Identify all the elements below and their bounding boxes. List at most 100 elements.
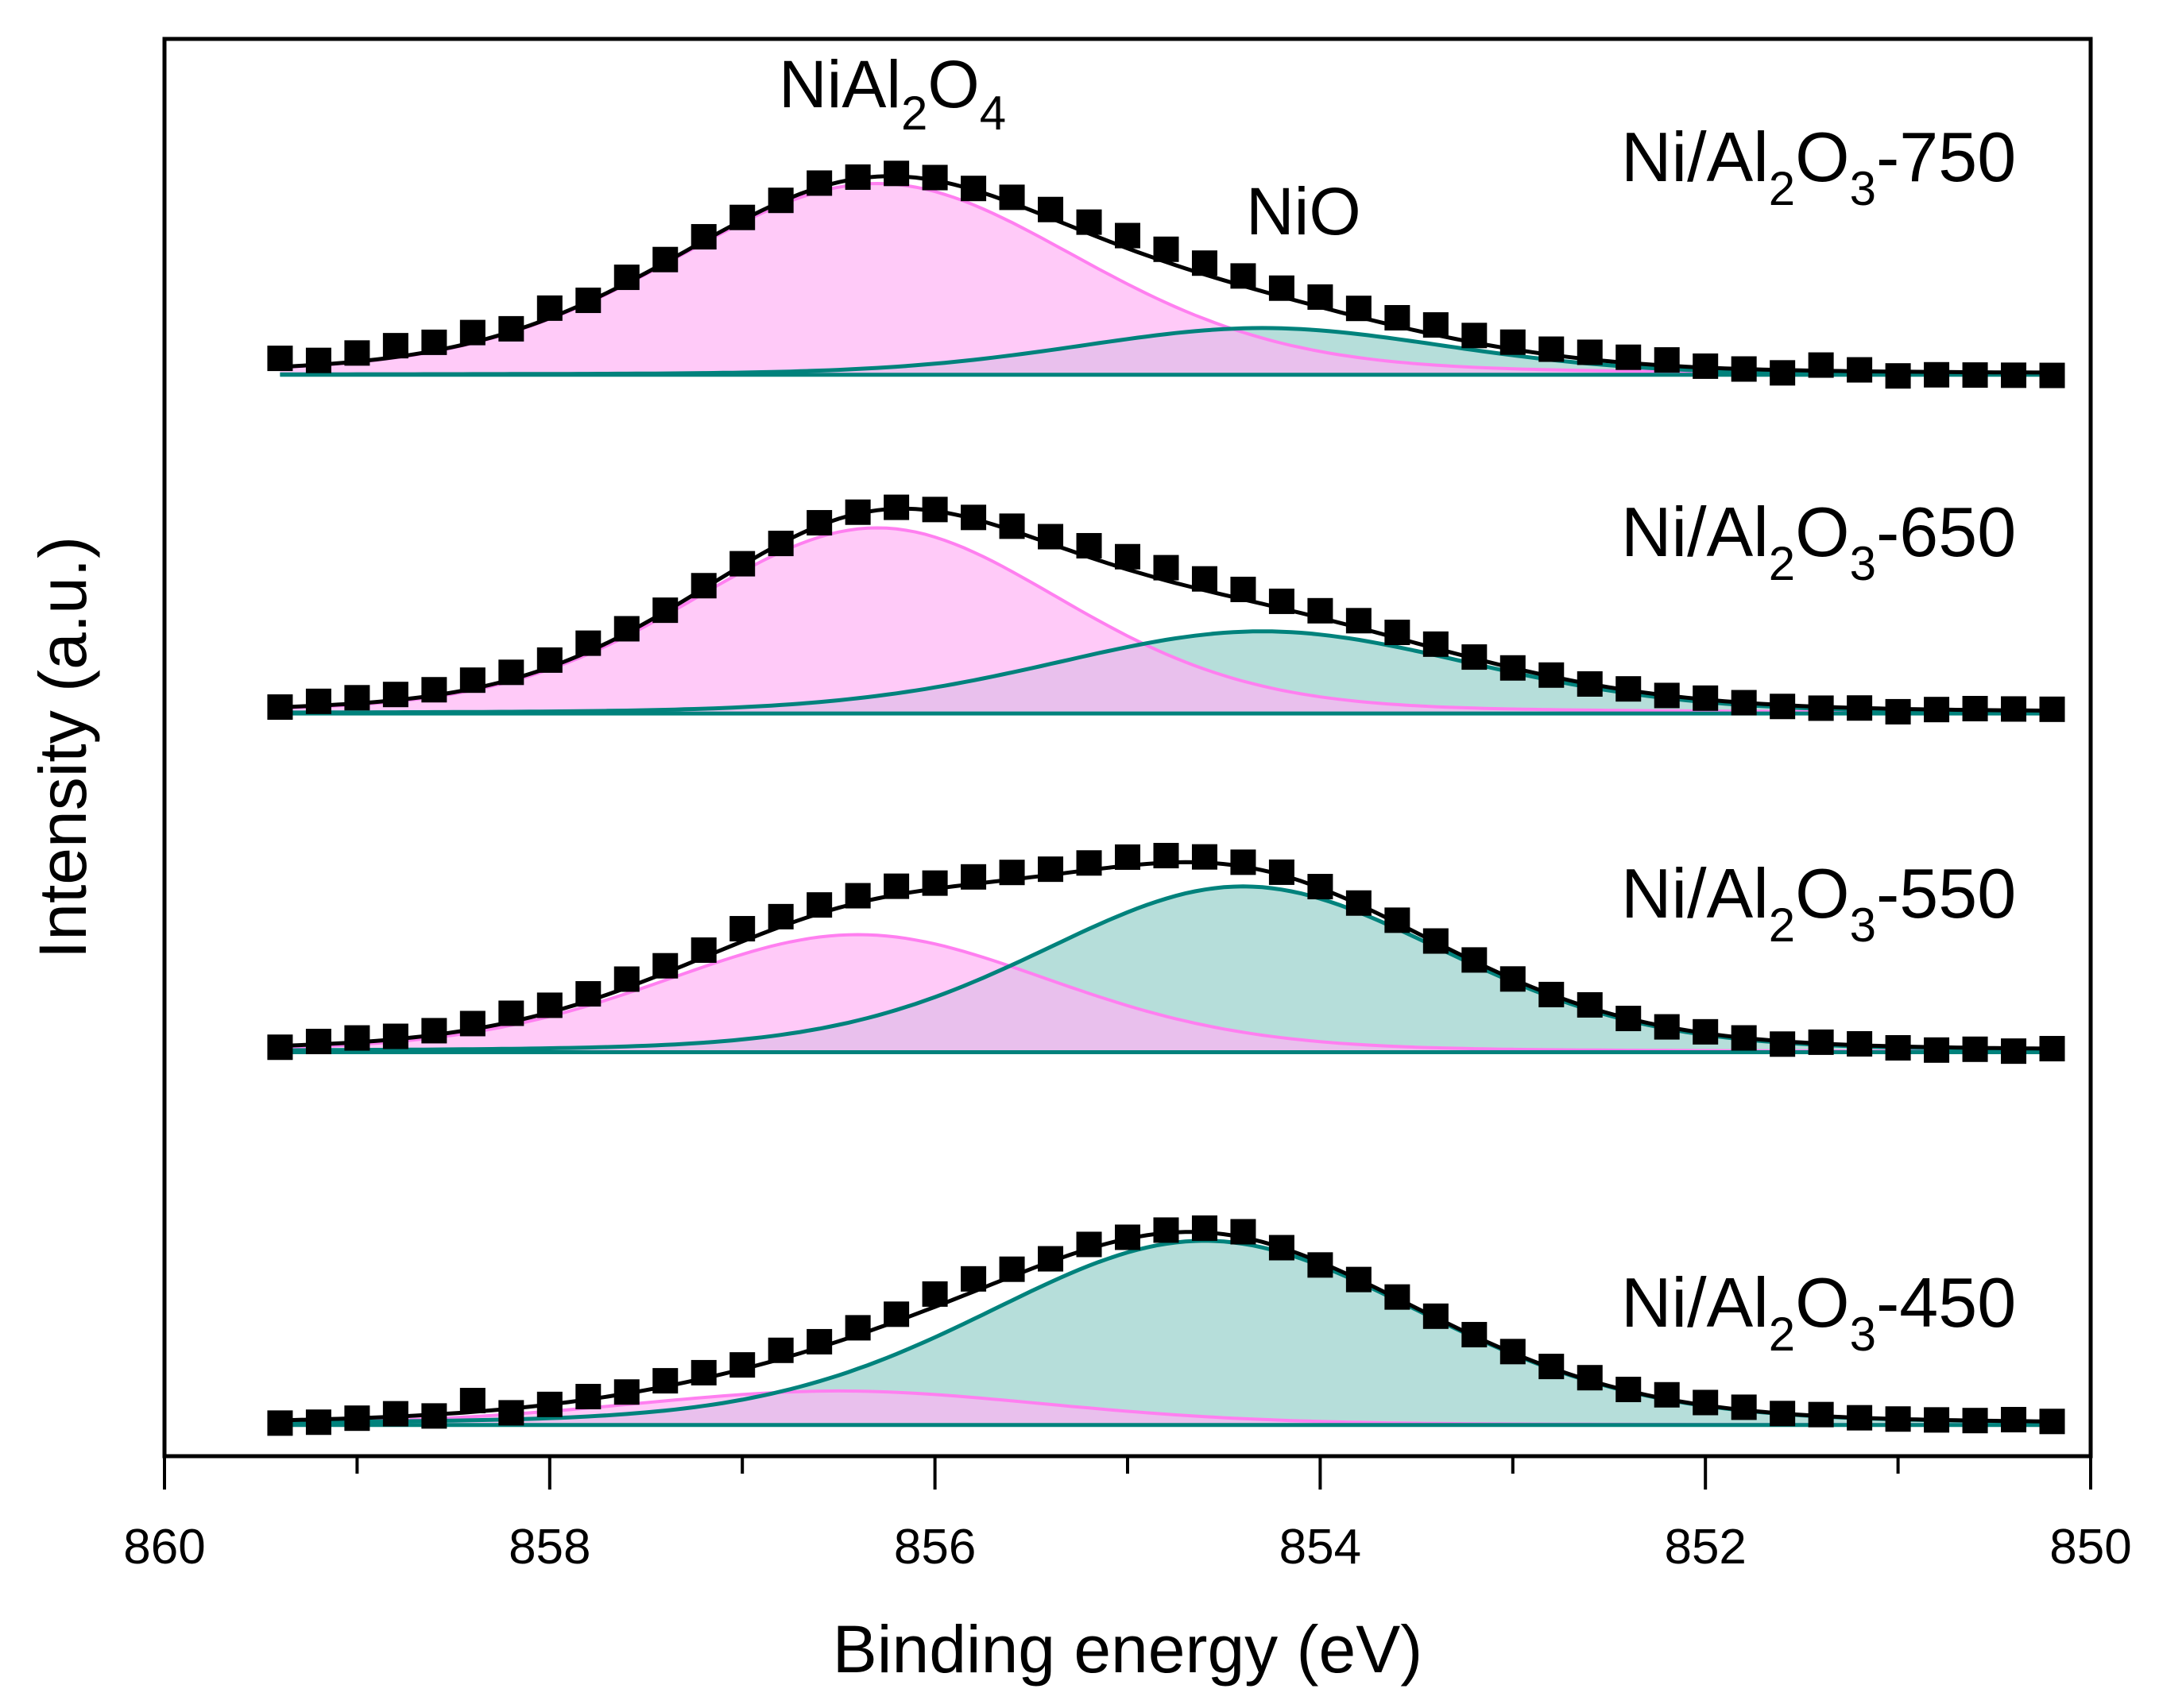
data-point: [1885, 1406, 1911, 1432]
data-point: [1115, 1224, 1140, 1250]
data-point: [1230, 263, 1256, 289]
data-point: [1847, 1030, 1873, 1057]
x-tick-label: 854: [1279, 1520, 1361, 1575]
data-point: [1076, 1231, 1102, 1258]
data-point: [382, 1401, 408, 1427]
data-point: [1461, 323, 1488, 349]
data-point: [691, 224, 717, 250]
data-point: [1654, 1381, 1680, 1408]
data-point: [1808, 695, 1834, 721]
data-point: [1499, 329, 1526, 355]
nio-fill: [280, 886, 2053, 1053]
data-point: [652, 597, 679, 624]
data-point: [575, 288, 602, 314]
data-point: [1577, 339, 1603, 365]
data-point: [1962, 695, 1988, 721]
data-point: [1076, 209, 1102, 235]
data-point: [652, 246, 679, 272]
data-point: [1384, 620, 1410, 646]
sample-label-550: Ni/Al2O3-550: [1621, 854, 2016, 952]
y-axis-title: Intensity (a.u.): [25, 536, 100, 959]
data-point: [1577, 1365, 1603, 1391]
data-point: [344, 1405, 370, 1432]
data-point: [884, 160, 910, 187]
data-point: [729, 916, 756, 942]
data-point: [459, 1011, 486, 1037]
data-point: [1615, 1377, 1642, 1403]
data-point: [1538, 1354, 1565, 1380]
data-point: [305, 1409, 331, 1436]
data-point: [1191, 1215, 1217, 1241]
data-point: [2039, 1036, 2065, 1062]
data-point: [999, 513, 1025, 539]
data-point: [999, 1256, 1025, 1282]
data-point: [1499, 1339, 1526, 1365]
data-point: [459, 1387, 486, 1413]
niAl2o4-fill: [280, 184, 2053, 375]
data-point: [922, 1281, 948, 1307]
data-point: [1307, 874, 1333, 900]
data-point: [575, 630, 602, 656]
data-point: [1731, 356, 1757, 382]
data-point: [729, 204, 756, 230]
data-point: [768, 1337, 794, 1363]
data-point: [807, 170, 833, 196]
data-point: [1268, 1235, 1294, 1261]
data-point: [768, 903, 794, 929]
data-point: [498, 659, 524, 686]
data-point: [1422, 928, 1449, 954]
x-axis-title: Binding energy (eV): [833, 1612, 1422, 1687]
data-point: [1191, 250, 1217, 276]
data-point: [652, 1368, 679, 1394]
data-point: [1885, 363, 1911, 389]
data-point: [1038, 196, 1064, 222]
niAl2o4-fill: [280, 1390, 2053, 1425]
data-point: [1885, 698, 1911, 725]
data-point: [1962, 362, 1988, 388]
data-point: [536, 647, 563, 673]
data-point: [1345, 296, 1372, 322]
data-point: [1384, 1284, 1410, 1310]
data-point: [1499, 966, 1526, 992]
data-point: [1153, 236, 1179, 262]
data-point: [1885, 1034, 1911, 1061]
data-point: [1191, 844, 1217, 870]
data-point: [1268, 859, 1294, 885]
data-point: [344, 685, 370, 711]
data-point: [498, 1400, 524, 1426]
data-point: [1654, 682, 1680, 709]
data-point: [1115, 222, 1140, 249]
data-point: [1538, 336, 1565, 362]
data-point: [1422, 1303, 1449, 1329]
data-point: [2001, 362, 2027, 388]
data-point: [421, 677, 447, 703]
data-point: [1693, 685, 1719, 711]
data-point: [845, 1315, 871, 1341]
data-point: [1153, 1217, 1179, 1243]
data-point: [1153, 555, 1179, 581]
data-point: [2039, 362, 2065, 388]
data-point: [382, 1023, 408, 1049]
data-point: [999, 860, 1025, 886]
data-point: [382, 682, 408, 708]
data-point: [1345, 608, 1372, 634]
data-point: [1538, 981, 1565, 1007]
data-point: [2001, 1407, 2027, 1433]
nio-fill: [280, 1240, 2053, 1425]
data-point: [807, 892, 833, 918]
x-axis: 860 858 856 854 852 850: [123, 1456, 2132, 1575]
data-point: [536, 295, 563, 321]
niAl2o4-fill: [280, 934, 2053, 1053]
data-point: [1422, 631, 1449, 657]
data-point: [1731, 690, 1757, 716]
data-point: [1962, 1408, 1988, 1434]
data-point: [382, 333, 408, 359]
data-point: [1461, 1322, 1488, 1348]
data-point: [1230, 576, 1256, 602]
data-point: [961, 864, 987, 890]
peak-label-nio: NiO: [1246, 174, 1361, 249]
data-point: [961, 176, 987, 202]
data-point: [2001, 696, 2027, 722]
data-point: [1577, 670, 1603, 697]
